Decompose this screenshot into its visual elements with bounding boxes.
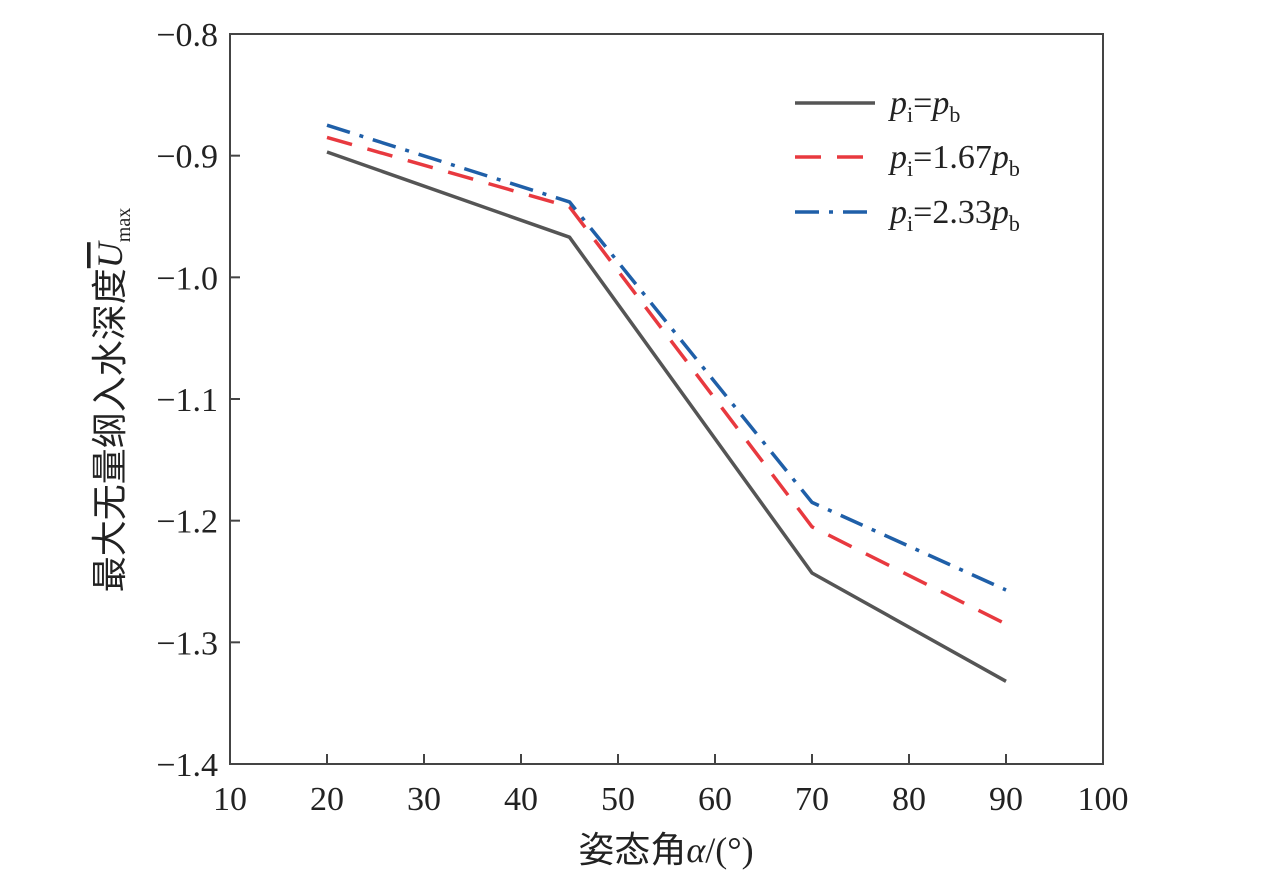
series-line: [326, 150, 1007, 683]
x-tick-label: 30: [407, 781, 441, 818]
x-tick-label: 40: [504, 781, 538, 818]
x-axis-title: 姿态角α/(°): [578, 830, 753, 870]
legend-item: pi=2.33pb: [795, 194, 1020, 236]
x-tick-label: 90: [989, 781, 1023, 818]
y-axis-title: 最大无量纲入水深度Umax: [90, 208, 135, 592]
y-tick-label: −1.0: [156, 260, 218, 297]
y-axis: −0.8 −0.9 −1.0 −1.1 −1.2 −1.3 −1.4: [156, 17, 240, 784]
legend: pi=pb pi=1.67pb pi=2.33pb: [795, 85, 1020, 236]
x-axis: 10 20 30 40 50 60 70 80 90 100: [213, 754, 1129, 818]
y-tick-label: −1.3: [156, 625, 218, 662]
legend-item: pi=1.67pb: [795, 139, 1020, 181]
y-tick-label: −0.8: [156, 17, 218, 54]
x-tick-label: 60: [698, 781, 732, 818]
legend-label: pi=1.67pb: [888, 139, 1020, 181]
x-tick-label: 20: [310, 781, 344, 818]
x-tick-label: 50: [601, 781, 635, 818]
legend-label: pi=pb: [888, 85, 960, 127]
x-tick-label: 80: [892, 781, 926, 818]
y-tick-label: −1.1: [156, 382, 218, 419]
legend-item: pi=pb: [795, 85, 960, 127]
y-tick-label: −1.2: [156, 504, 218, 541]
legend-label: pi=2.33pb: [888, 194, 1020, 236]
x-tick-label: 100: [1078, 781, 1129, 818]
y-tick-label: −0.9: [156, 139, 218, 176]
y-tick-label: −1.4: [156, 747, 218, 784]
x-tick-label: 70: [795, 781, 829, 818]
series-line: [326, 123, 1007, 592]
series-line: [326, 135, 1007, 626]
series-lines: [326, 123, 1007, 683]
x-tick-label: 10: [213, 781, 247, 818]
